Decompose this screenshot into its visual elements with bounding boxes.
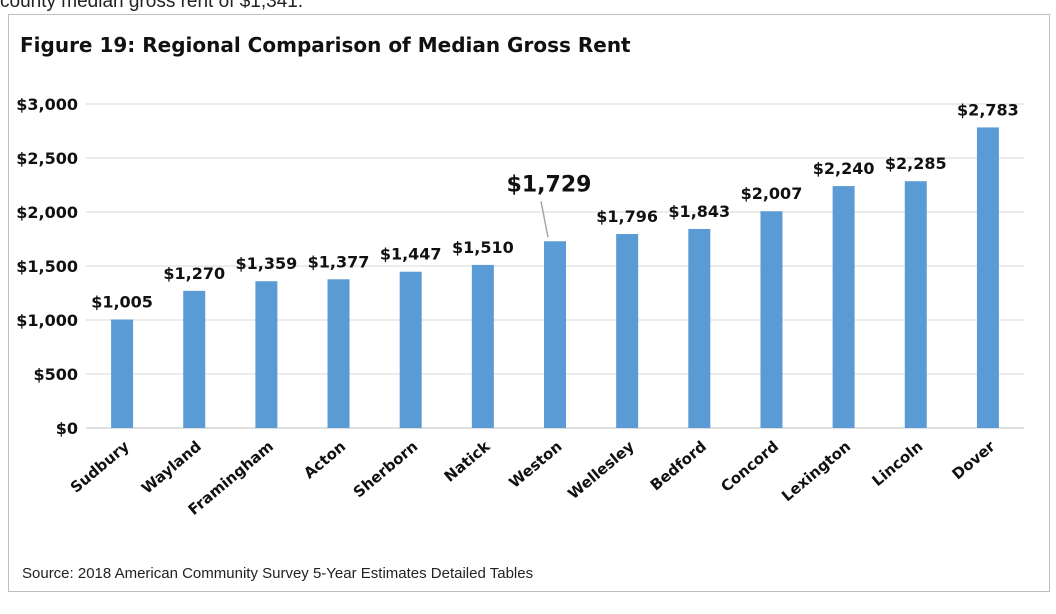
bar [255, 281, 278, 428]
y-tick-label: $3,000 [16, 95, 78, 114]
data-label: $1,447 [380, 245, 442, 264]
data-label: $2,285 [885, 154, 947, 173]
x-tick-label: Wellesley [564, 437, 638, 503]
y-tick-label: $1,000 [16, 311, 78, 330]
bar [976, 127, 999, 428]
data-label: $1,270 [163, 264, 225, 283]
y-tick-label: $0 [56, 419, 78, 438]
data-label: $2,783 [957, 100, 1019, 119]
bar [760, 211, 783, 428]
chart-title: Figure 19: Regional Comparison of Median… [20, 33, 631, 57]
data-label: $2,240 [813, 159, 875, 178]
x-tick-label: Bedford [647, 437, 710, 494]
data-label: $1,843 [668, 202, 730, 221]
x-tick-label: Sherborn [350, 437, 421, 501]
data-label: $2,007 [741, 184, 803, 203]
x-tick-label: Concord [717, 437, 782, 495]
data-label: $1,796 [596, 207, 658, 226]
chart-frame [8, 14, 1050, 592]
data-label: $1,359 [236, 254, 298, 273]
x-tick-label: Wayland [138, 437, 205, 497]
data-label: $1,729 [507, 172, 592, 197]
bar [399, 271, 422, 428]
data-label: $1,510 [452, 238, 514, 257]
x-tick-label: Natick [441, 437, 495, 486]
x-tick-label: Sudbury [67, 437, 133, 496]
y-tick-label: $2,000 [16, 203, 78, 222]
data-label: $1,005 [91, 292, 153, 311]
context-text: county median gross rent of $1,341. [0, 0, 304, 12]
y-tick-label: $1,500 [16, 257, 78, 276]
data-label: $1,377 [308, 252, 370, 271]
bar [616, 234, 639, 428]
y-tick-label: $2,500 [16, 149, 78, 168]
x-tick-label: Acton [300, 437, 349, 482]
bar [688, 228, 711, 428]
bar [183, 290, 206, 428]
y-tick-label: $500 [33, 365, 78, 384]
data-label-leader [540, 201, 549, 238]
bar [832, 186, 855, 428]
source-note: Source: 2018 American Community Survey 5… [22, 565, 534, 582]
bar [904, 181, 927, 428]
bar [327, 279, 350, 428]
x-tick-label: Dover [949, 437, 999, 483]
x-tick-label: Weston [506, 437, 566, 491]
bar [111, 319, 134, 428]
bar [471, 264, 494, 428]
x-tick-label: Lincoln [868, 437, 926, 490]
x-tick-label: Lexington [778, 437, 854, 505]
bar [544, 241, 566, 428]
